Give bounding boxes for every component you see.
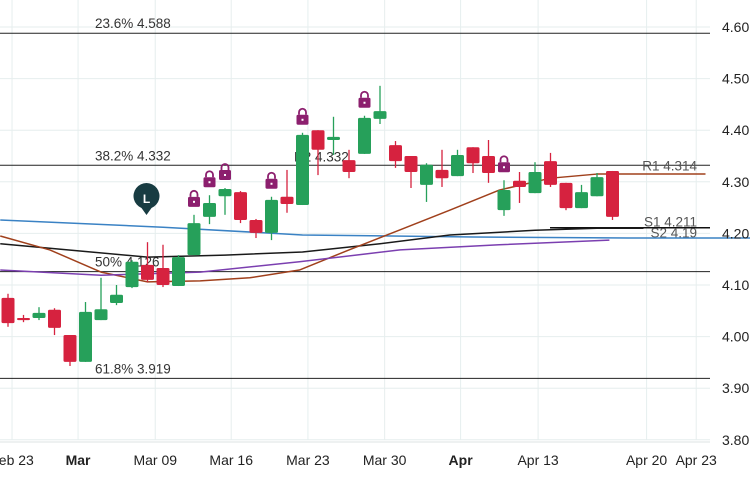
moving-average-brown xyxy=(0,173,706,283)
lock-icon[interactable] xyxy=(265,171,278,189)
candle-up xyxy=(590,177,604,197)
candle-down xyxy=(435,169,449,179)
date-tick-label: Mar 30 xyxy=(363,452,407,468)
fib-level-label: 38.2% 4.332 xyxy=(95,148,171,163)
price-tick-label: 4.20 xyxy=(722,225,749,241)
candle-down xyxy=(606,170,619,217)
candle-up xyxy=(32,312,46,319)
date-tick-label: Mar 09 xyxy=(133,452,177,468)
candle-up xyxy=(110,294,123,304)
moving-average-black xyxy=(0,227,644,258)
price-tick-label: 3.80 xyxy=(722,432,749,448)
markers: L xyxy=(133,90,510,215)
candle-up xyxy=(373,111,387,119)
candle-up xyxy=(358,117,371,154)
price-axis[interactable]: 3.80 3.90 4.00 4.10 4.20 4.30 4.40 4.50 4.60 xyxy=(722,19,749,448)
lock-icon[interactable] xyxy=(296,107,309,125)
date-tick-label: Apr 20 xyxy=(626,452,667,468)
candles xyxy=(1,85,619,367)
candle-up xyxy=(296,134,309,206)
candle-up xyxy=(420,164,433,185)
date-tick-label: Apr xyxy=(449,452,474,468)
candle-down xyxy=(466,147,480,164)
candle-up xyxy=(575,192,588,209)
candle-down xyxy=(17,318,30,321)
candle-down xyxy=(559,182,573,209)
candle-down xyxy=(404,156,418,172)
candle-down xyxy=(48,309,61,328)
candle-down xyxy=(389,145,402,162)
candle-down xyxy=(141,264,154,280)
price-tick-label: 4.60 xyxy=(722,19,749,35)
pivot-label: S1 4.211 xyxy=(644,215,697,230)
candle-up xyxy=(327,136,340,141)
price-tick-label: 4.10 xyxy=(722,277,749,293)
date-tick-label: Mar xyxy=(66,452,91,468)
candle-down xyxy=(342,160,356,172)
lock-icon[interactable] xyxy=(498,155,510,173)
candle-up xyxy=(187,223,201,256)
candle-down xyxy=(234,192,247,220)
moving-average-purple xyxy=(0,239,610,276)
price-tick-label: 3.90 xyxy=(722,380,749,396)
date-tick-label: Mar 16 xyxy=(209,452,253,468)
candle-up xyxy=(94,309,108,321)
lock-icon[interactable] xyxy=(203,170,216,188)
price-tick-label: 4.50 xyxy=(722,71,749,87)
time-axis[interactable]: Feb 23 Mar Mar 09 Mar 16 Mar 23 Mar 30 Apr Apr … xyxy=(0,452,717,468)
fib-level-label: 23.6% 4.588 xyxy=(95,16,171,31)
candle-down xyxy=(280,196,294,204)
fib-level-label: 61.8% 3.919 xyxy=(95,361,171,376)
moving-averages xyxy=(0,173,750,283)
candle-down xyxy=(249,219,263,233)
date-tick-label: Mar 23 xyxy=(286,452,330,468)
candle-up xyxy=(203,202,216,217)
date-tick-label: Apr 23 xyxy=(676,452,717,468)
grid xyxy=(0,0,710,443)
candle-up xyxy=(125,261,139,288)
candle-up xyxy=(218,189,232,197)
candle-up xyxy=(172,257,185,287)
pivot-label: R1 4.314 xyxy=(642,158,697,173)
candle-up xyxy=(79,311,92,362)
signal-marker-icon[interactable] xyxy=(133,183,160,215)
pivot-label: S2 4.19 xyxy=(650,226,697,241)
candle-down xyxy=(156,267,170,285)
lock-icon[interactable] xyxy=(358,90,371,108)
candle-up xyxy=(528,171,542,194)
lock-icon[interactable] xyxy=(219,163,231,180)
candle-down xyxy=(311,130,325,150)
date-tick-label: Feb 23 xyxy=(0,452,34,468)
candle-down xyxy=(482,156,495,174)
candle-down xyxy=(544,161,557,185)
candle-up xyxy=(265,199,278,233)
price-tick-label: 4.00 xyxy=(722,329,749,345)
candle-up xyxy=(451,154,464,177)
date-tick-label: Apr 13 xyxy=(517,452,558,468)
candle-down xyxy=(63,335,77,362)
price-tick-label: 4.30 xyxy=(722,174,749,190)
candle-down xyxy=(1,297,15,324)
candle-up xyxy=(497,190,511,211)
price-tick-label: 4.40 xyxy=(722,122,749,138)
lock-icon[interactable] xyxy=(188,189,200,207)
candle-down xyxy=(513,180,526,187)
moving-average-blue xyxy=(0,219,750,239)
signal-marker-label: L xyxy=(143,192,150,206)
